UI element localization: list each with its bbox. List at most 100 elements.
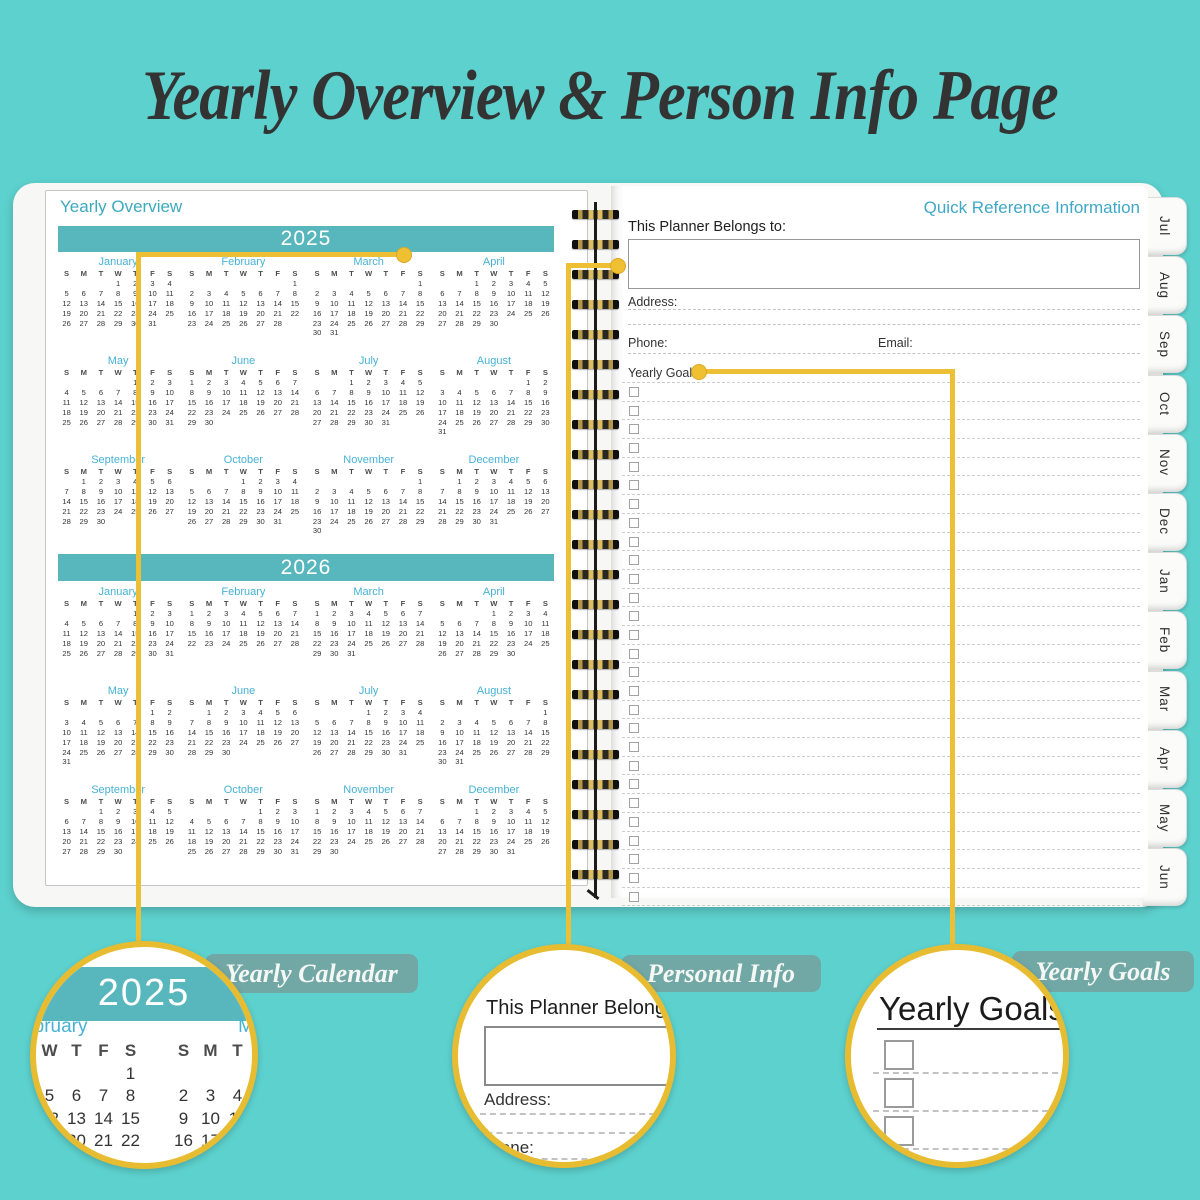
day-cell: 30	[364, 417, 373, 427]
blank-cell	[434, 477, 451, 487]
day-cell: 15	[127, 398, 144, 408]
day-cell: 23	[113, 836, 123, 846]
day-cell: 16	[221, 727, 231, 737]
weekday-cell: M	[203, 1041, 218, 1060]
day-cell: 18	[364, 628, 373, 638]
tab-mar[interactable]: Mar	[1143, 670, 1187, 729]
day-cell: 10	[239, 717, 248, 727]
tab-sep[interactable]: Sep	[1143, 315, 1187, 374]
day-cell: 21	[524, 737, 533, 747]
tab-apr[interactable]: Apr	[1143, 729, 1187, 788]
day-cell: 7	[418, 608, 423, 618]
goal-row	[622, 438, 1140, 457]
day-cell: 19	[541, 298, 550, 308]
mini-month-january: JanuarySMTWTFS12345678910111213141516171…	[58, 585, 178, 684]
day-cell: 21	[113, 407, 123, 417]
day-cell: 17	[506, 826, 516, 836]
weekday-cell: S	[314, 467, 320, 476]
weekday-cell: M	[456, 269, 463, 278]
blank-cell	[63, 1063, 90, 1086]
blank-cell	[377, 279, 394, 289]
mini-month-november: November S M T W T F S 1 2 3 4 5 6 7 8 9 10 11 12 13 14 15 16 17…	[309, 453, 429, 552]
day-cell: 19	[148, 496, 157, 506]
day-cell: 23	[204, 407, 214, 417]
blank-cell	[434, 807, 451, 817]
day-cell: 26	[541, 836, 550, 846]
tab-jun[interactable]: Jun	[1143, 848, 1187, 907]
day-cell: 13	[506, 727, 516, 737]
day-cell: 12	[364, 496, 373, 506]
day-cell: 8	[98, 816, 104, 826]
day-cell: 22	[79, 506, 88, 516]
day-cell: 13	[96, 397, 106, 407]
weekday-cell: T	[71, 1041, 82, 1060]
tab-feb[interactable]: Feb	[1143, 611, 1187, 670]
day-cell: 9	[332, 816, 337, 826]
tab-may[interactable]: May	[1143, 789, 1187, 847]
weekday-cell: S	[542, 797, 548, 806]
day-cell: 4	[457, 387, 462, 397]
day-cell: 30	[165, 747, 174, 757]
tab-jan[interactable]: Jan	[1143, 552, 1187, 611]
weekday-cell: S	[439, 698, 445, 707]
day-cell: 2	[206, 608, 212, 618]
tab-label: Apr	[1157, 746, 1172, 771]
weekday-cell: M	[80, 797, 87, 806]
tab-oct[interactable]: Oct	[1143, 374, 1187, 433]
weekday-cell: S	[417, 599, 423, 608]
zoom-year-banner: 2025	[36, 967, 252, 1021]
day-cell: 2	[440, 717, 445, 727]
blank-cell	[451, 708, 468, 718]
day-cell: 10	[398, 717, 408, 727]
blank-cell	[520, 708, 537, 718]
day-cell: 7	[349, 717, 354, 727]
day-cell: 17	[489, 496, 499, 506]
weekday-cell: T	[223, 269, 229, 278]
tab-nov[interactable]: Nov	[1143, 433, 1187, 492]
blank-cell	[485, 708, 502, 718]
blank-cell	[110, 609, 127, 619]
day-cell: 12	[273, 717, 282, 727]
day-cell: 13	[438, 826, 447, 836]
day-cell: 13	[273, 387, 282, 397]
weekday-cell: T	[98, 698, 104, 707]
day-cell: 24	[381, 407, 391, 417]
day-cell: 14	[62, 496, 71, 506]
weekday-cell: F	[400, 368, 406, 377]
day-cell: 22	[415, 308, 425, 318]
day-cell: 26	[524, 506, 533, 516]
tab-dec[interactable]: Dec	[1143, 493, 1187, 551]
tab-aug[interactable]: Aug	[1143, 256, 1187, 315]
mini-month-may: MaySMTWTFS123456789101112131415161718192…	[58, 684, 178, 783]
day-cell: 27	[381, 318, 391, 328]
day-cell: 14	[472, 628, 481, 638]
left-page-header: Yearly Overview	[60, 197, 183, 216]
day-cell: 14	[187, 727, 197, 737]
day-cell: 24	[398, 737, 408, 747]
day-cell: 25	[239, 638, 248, 648]
day-cell: 13	[541, 486, 550, 496]
day-cell: 20	[489, 407, 499, 417]
goal-checkbox	[629, 891, 639, 902]
day-cell: 23	[204, 638, 214, 648]
tab-jul[interactable]: Jul	[1143, 197, 1187, 255]
day-cell: 7	[474, 618, 479, 628]
weekday-cell: S	[189, 269, 195, 278]
day-cell: 20	[541, 496, 550, 506]
day-cell: 23	[312, 318, 322, 328]
day-cell: 8	[292, 288, 298, 298]
day-cell: 4	[400, 377, 406, 387]
weekday-cell: S	[167, 797, 173, 806]
spiral-coil	[572, 390, 619, 399]
weekday-cell: S	[292, 599, 298, 608]
day-cell: 16	[165, 727, 174, 737]
weekday-cell: S	[64, 269, 70, 278]
belongs-input-box	[628, 239, 1140, 289]
yearly-goals-list	[622, 382, 1140, 907]
weekday-cell: M	[456, 467, 463, 476]
weekday-cell: W	[239, 368, 247, 377]
day-cell: 12	[256, 618, 265, 628]
day-cell: 30	[312, 526, 322, 536]
